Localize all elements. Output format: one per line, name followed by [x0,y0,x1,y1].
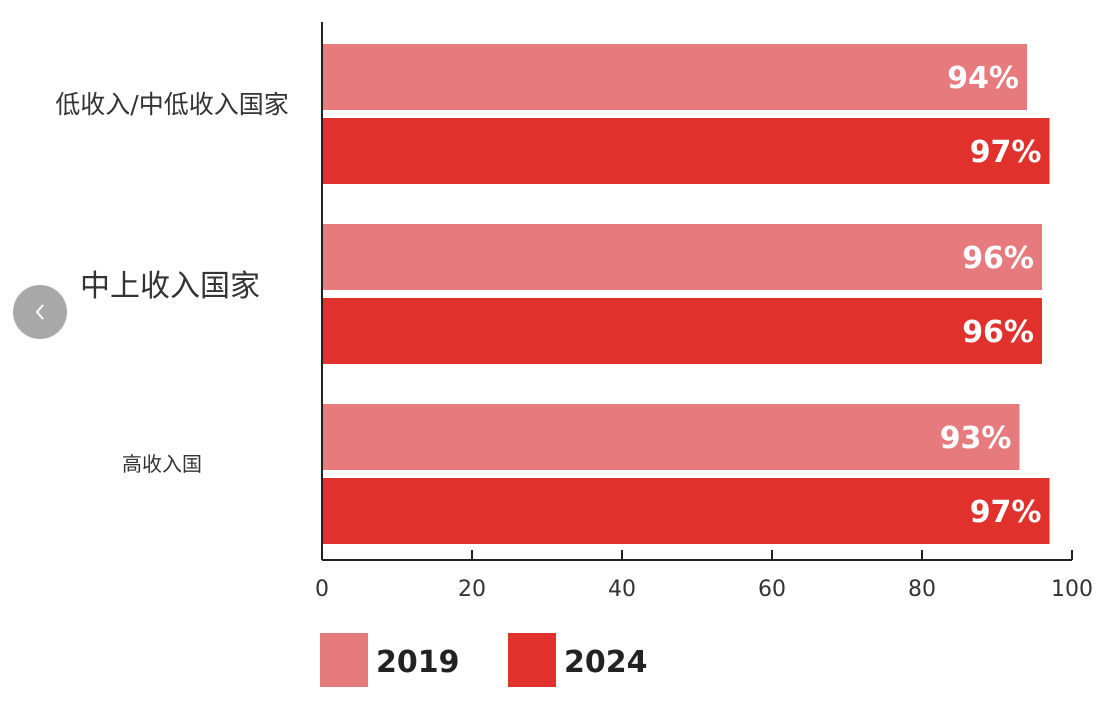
x-tick-label-0: 0 [315,577,329,602]
bar-2024-0 [322,118,1050,184]
x-tick-label-1: 20 [458,577,486,602]
x-tick-label-3: 60 [758,577,786,602]
value-label-2019-0: 94% [947,61,1019,96]
bar-2024-2 [322,478,1050,544]
legend-swatch-2024 [508,633,556,687]
x-tick-label-5: 100 [1051,577,1093,602]
bar-2024-1 [322,298,1042,364]
value-label-2019-1: 96% [962,241,1034,276]
value-label-2024-1: 96% [962,315,1034,350]
legend-swatch-2019 [320,633,368,687]
prev-slide-button[interactable] [13,285,67,339]
category-label-0: 低收入/中低收入国家 [55,90,288,119]
legend-label-2024: 2024 [564,645,648,680]
category-label-1: 中上收入国家 [80,269,260,304]
bar-2019-2 [322,404,1020,470]
bar-2019-0 [322,44,1027,110]
category-label-2: 高收入国 [122,452,202,476]
value-label-2024-0: 97% [970,135,1042,170]
x-tick-label-4: 80 [908,577,936,602]
chevron-left-icon [35,304,44,320]
bar-2019-1 [322,224,1042,290]
value-label-2024-2: 97% [970,495,1042,530]
x-tick-label-2: 40 [608,577,636,602]
value-label-2019-2: 93% [940,421,1012,456]
legend-label-2019: 2019 [376,645,460,680]
